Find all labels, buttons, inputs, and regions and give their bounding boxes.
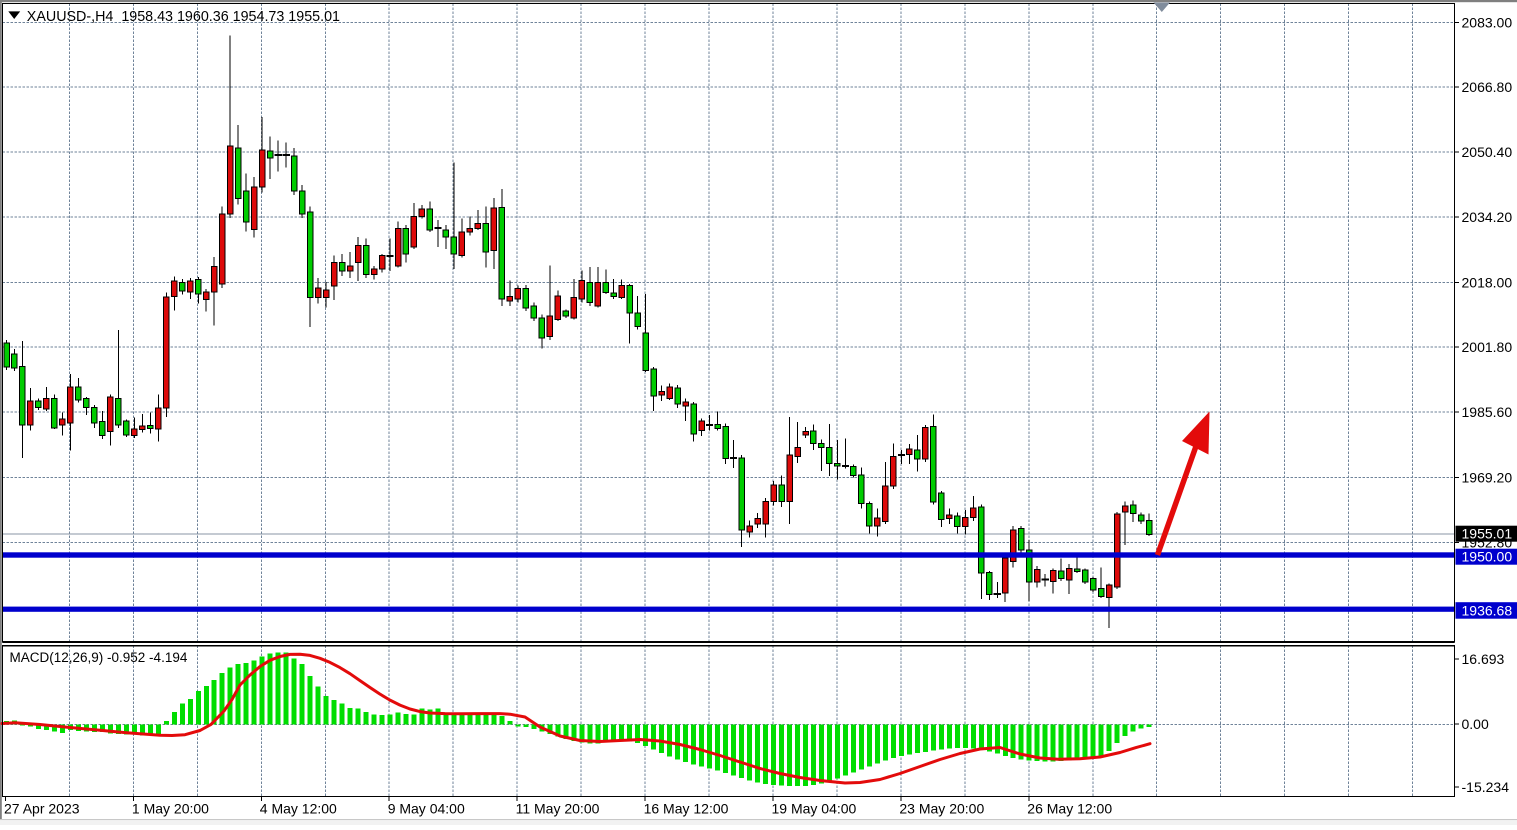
svg-text:2083.00: 2083.00 [1462,14,1513,30]
svg-text:XAUUSD-,H4 1958.43 1960.36 19: XAUUSD-,H4 1958.43 1960.36 1954.73 1955.… [27,9,340,25]
svg-text:9 May 04:00: 9 May 04:00 [388,801,465,817]
svg-text:16.693: 16.693 [1462,651,1505,667]
svg-text:2034.20: 2034.20 [1462,209,1513,225]
svg-text:27 Apr 2023: 27 Apr 2023 [4,801,80,817]
svg-text:19 May 04:00: 19 May 04:00 [772,801,857,817]
svg-text:0.00: 0.00 [1462,716,1489,732]
svg-text:-15.234: -15.234 [1462,779,1510,795]
svg-text:26 May 12:00: 26 May 12:00 [1027,801,1112,817]
svg-text:MACD(12,26,9) -0.952 -4.194: MACD(12,26,9) -0.952 -4.194 [10,650,188,665]
svg-text:1 May 20:00: 1 May 20:00 [132,801,209,817]
svg-text:2050.40: 2050.40 [1462,144,1513,160]
svg-text:4 May 12:00: 4 May 12:00 [260,801,337,817]
svg-text:11 May 20:00: 11 May 20:00 [516,801,600,817]
svg-text:1936.68: 1936.68 [1462,602,1513,618]
svg-text:23 May 20:00: 23 May 20:00 [899,801,984,817]
svg-text:2066.80: 2066.80 [1462,79,1513,95]
svg-text:1955.01: 1955.01 [1462,526,1513,542]
svg-text:2018.00: 2018.00 [1462,274,1513,290]
svg-text:1985.60: 1985.60 [1462,404,1513,420]
svg-text:1969.20: 1969.20 [1462,469,1513,485]
svg-text:2001.80: 2001.80 [1462,339,1513,355]
svg-text:16 May 12:00: 16 May 12:00 [644,801,729,817]
svg-text:1950.00: 1950.00 [1462,549,1513,565]
